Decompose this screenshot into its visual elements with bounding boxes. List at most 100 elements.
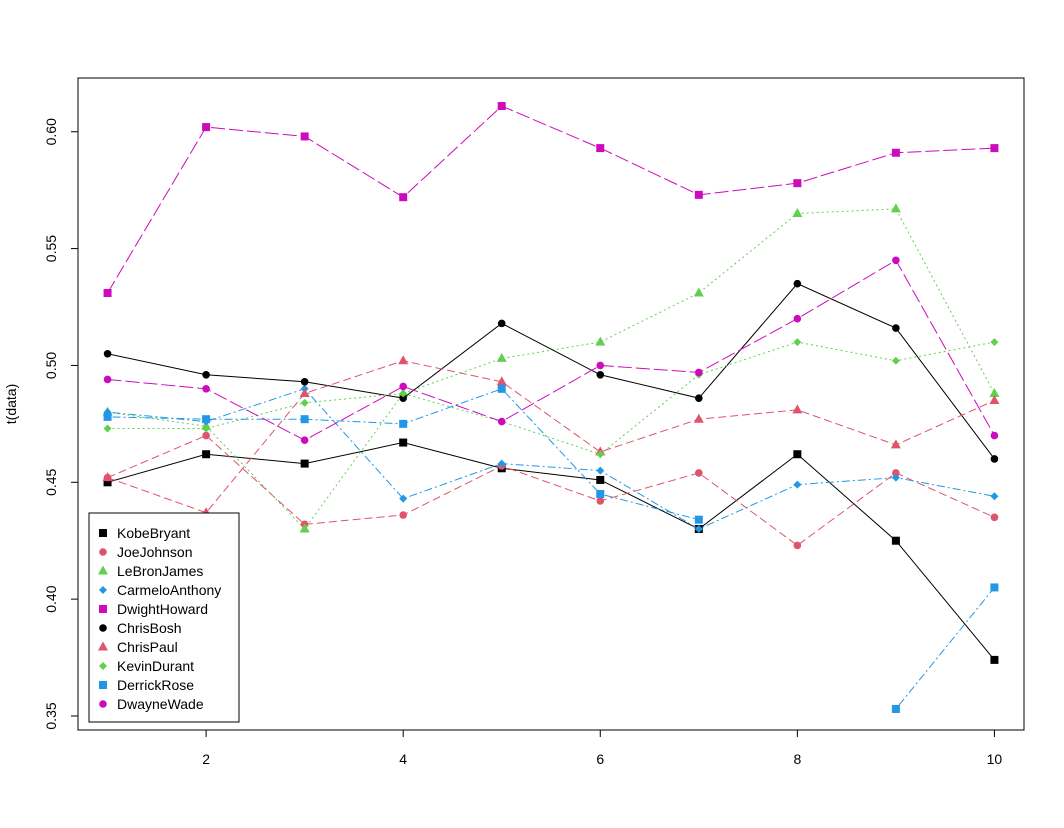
y-axis: 0.35 0.40 0.45 0.50 0.55 0.60 (43, 118, 79, 730)
data-point-dwaynewade (596, 361, 605, 370)
legend-marker-kobebryant (99, 529, 107, 537)
data-point-carmeloanthony (596, 466, 605, 475)
series-layer (102, 102, 1000, 713)
data-point-joejohnson (399, 511, 407, 519)
y-axis-title: t(data) (3, 384, 19, 424)
x-tick-label: 2 (202, 751, 210, 767)
data-point-dwighthoward (103, 288, 112, 297)
data-point-dwighthoward (497, 102, 506, 111)
data-point-kobebryant (793, 450, 802, 459)
data-point-chrisbosh (596, 370, 605, 379)
legend-marker-derrickrose (99, 681, 107, 689)
y-tick-label: 0.60 (43, 118, 59, 145)
legend-box (88, 512, 240, 723)
data-point-kevindurant (103, 424, 112, 433)
data-point-dwaynewade (399, 382, 407, 391)
series-line-lebronjames (107, 208, 995, 530)
legend-label: JoeJohnson (117, 544, 193, 560)
data-point-joejohnson (695, 469, 703, 477)
data-point-chrispaul (890, 439, 901, 449)
data-point-dwighthoward (300, 132, 309, 141)
series-lebronjames (102, 203, 1000, 533)
x-tick-label: 10 (987, 751, 1003, 767)
data-point-chrisbosh (990, 455, 999, 463)
data-point-dwighthoward (793, 179, 802, 188)
data-point-dwighthoward (399, 193, 408, 202)
legend-marker-carmeloanthony (99, 586, 107, 594)
series-line-carmeloanthony (107, 388, 995, 530)
data-point-kevindurant (399, 389, 408, 398)
data-point-carmeloanthony (891, 473, 900, 482)
data-point-derrickrose (891, 704, 900, 713)
series-line-chrisbosh (107, 283, 995, 460)
data-point-dwighthoward (202, 123, 211, 132)
data-point-joejohnson (990, 513, 999, 522)
legend-marker-chrisbosh (99, 624, 107, 632)
legend-label: CarmeloAnthony (117, 582, 221, 598)
legend-label: ChrisPaul (117, 639, 178, 655)
data-point-kevindurant (596, 450, 605, 459)
legend-marker-dwighthoward (99, 605, 107, 613)
y-tick-label: 0.40 (43, 585, 59, 612)
data-point-chrisbosh (202, 370, 210, 379)
data-point-dwaynewade (202, 385, 210, 393)
data-point-lebronjames (989, 387, 1000, 397)
data-point-derrickrose (497, 384, 506, 393)
data-point-carmeloanthony (399, 494, 408, 503)
legend: KobeBryant JoeJohnson LeBronJames CarmeloAn… (88, 512, 240, 723)
series-derrickrose (103, 384, 999, 713)
data-point-chrispaul (398, 355, 409, 365)
series-dwaynewade (103, 256, 999, 445)
y-tick-label: 0.35 (43, 702, 59, 729)
data-point-dwaynewade (695, 368, 703, 377)
data-point-dwaynewade (793, 314, 802, 323)
y-tick-label: 0.50 (43, 352, 59, 379)
data-point-carmeloanthony (793, 480, 802, 489)
data-point-dwaynewade (990, 431, 999, 440)
data-point-chrisbosh (300, 377, 309, 386)
data-point-lebronjames (792, 208, 803, 218)
x-tick-label: 8 (793, 751, 801, 767)
y-tick-label: 0.45 (43, 468, 59, 495)
legend-label: DwayneWade (117, 696, 204, 712)
legend-label: KobeBryant (117, 525, 190, 541)
legend-marker-joejohnson (99, 548, 107, 556)
data-point-kobebryant (103, 478, 112, 487)
series-line-kobebryant (107, 442, 995, 661)
legend-label: KevinDurant (117, 658, 194, 674)
data-point-derrickrose (300, 415, 309, 424)
series-line-chrispaul (107, 360, 995, 514)
data-point-carmeloanthony (497, 459, 506, 468)
data-point-chrisbosh (695, 394, 703, 402)
data-point-dwaynewade (497, 417, 506, 426)
legend-label: ChrisBosh (117, 620, 182, 636)
data-point-dwaynewade (892, 256, 900, 265)
data-point-carmeloanthony (694, 525, 703, 534)
data-point-joejohnson (892, 469, 900, 477)
data-point-kevindurant (891, 356, 900, 365)
data-point-chrispaul (693, 413, 704, 423)
legend-marker-dwaynewade (99, 700, 107, 708)
data-point-kevindurant (990, 338, 999, 347)
data-point-lebronjames (890, 203, 901, 213)
data-point-kobebryant (596, 475, 605, 484)
legend-marker-lebronjames (98, 565, 108, 575)
data-point-chrisbosh (399, 394, 407, 402)
series-line-dwighthoward (107, 105, 995, 294)
series-line-kevindurant (107, 341, 995, 455)
data-point-dwaynewade (103, 375, 112, 384)
data-point-carmeloanthony (990, 492, 999, 501)
data-point-joejohnson (202, 431, 210, 440)
x-tick-label: 6 (596, 751, 604, 767)
data-point-kobebryant (300, 459, 309, 468)
data-point-dwighthoward (891, 148, 900, 157)
data-point-derrickrose (694, 515, 703, 524)
data-point-chrisbosh (793, 279, 802, 288)
data-point-lebronjames (496, 352, 507, 362)
data-point-dwaynewade (300, 436, 309, 445)
legend-label: LeBronJames (117, 563, 203, 579)
y-tick-label: 0.55 (43, 235, 59, 262)
series-line-derrickrose (895, 587, 995, 710)
data-point-kobebryant (891, 536, 900, 545)
